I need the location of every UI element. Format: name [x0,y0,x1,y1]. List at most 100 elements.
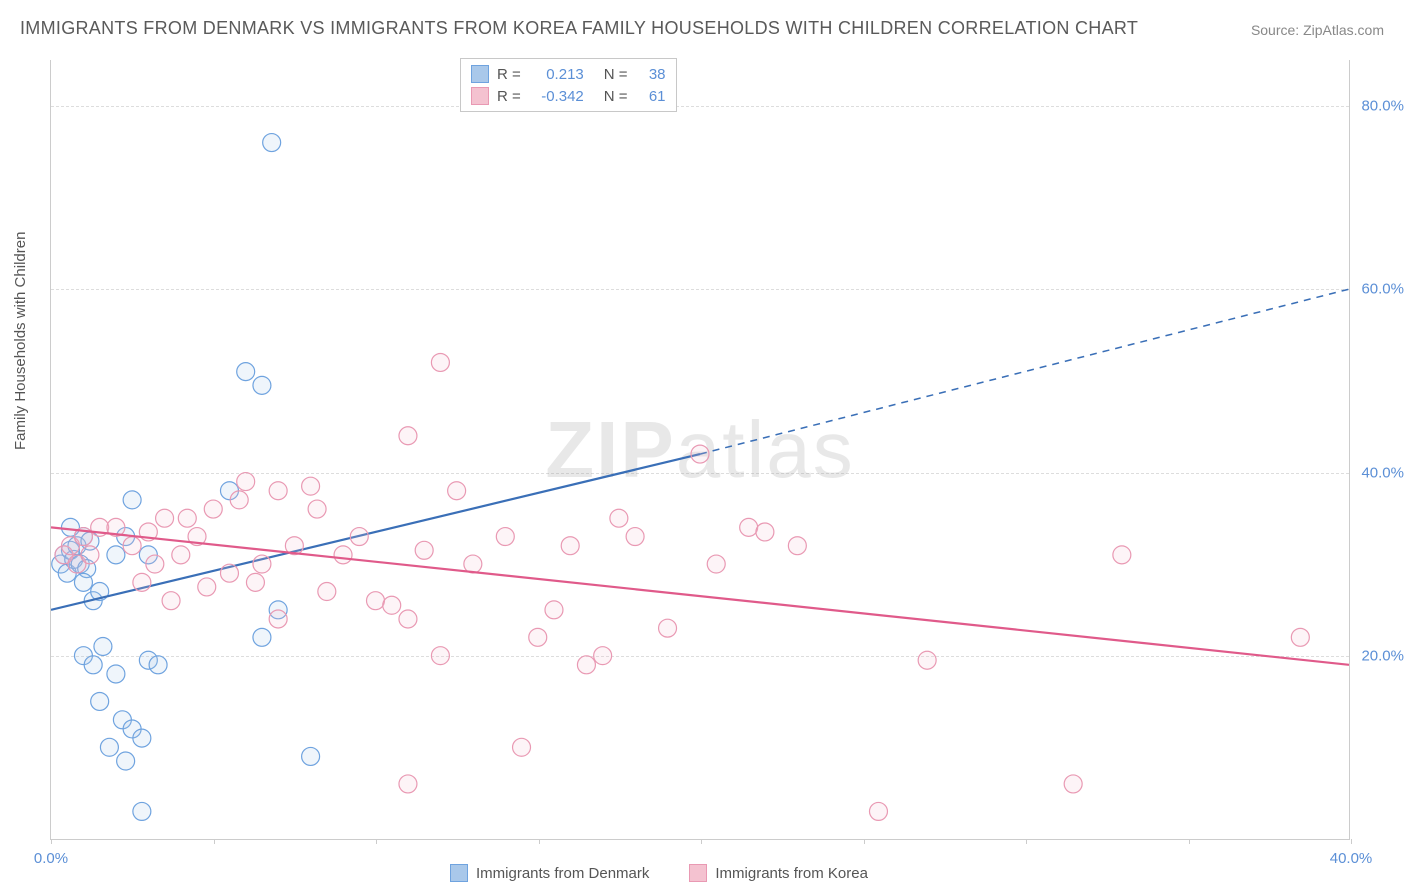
legend-series-label: Immigrants from Denmark [476,865,649,882]
data-point [594,647,612,665]
data-point [302,477,320,495]
data-point [707,555,725,573]
data-point [545,601,563,619]
x-tick [1351,839,1352,844]
legend-r-value: -0.342 [529,88,584,105]
data-point [513,738,531,756]
chart-title: IMMIGRANTS FROM DENMARK VS IMMIGRANTS FR… [20,18,1138,39]
data-point [367,592,385,610]
trend-line [51,527,1349,664]
legend-n-value: 61 [636,88,666,105]
data-point [253,555,271,573]
data-point [133,573,151,591]
x-tick [539,839,540,844]
data-point [94,638,112,656]
data-point [740,518,758,536]
x-tick [864,839,865,844]
data-point [81,546,99,564]
y-tick-label: 20.0% [1361,648,1404,665]
data-point [691,445,709,463]
legend-r-label: R = [497,88,521,105]
plot-area: ZIPatlas 20.0%40.0%60.0%80.0%0.0%40.0% [50,60,1350,840]
data-point [172,546,190,564]
data-point [198,578,216,596]
data-point [178,509,196,527]
data-point [318,583,336,601]
legend-correlation-row: R = 0.213 N = 38 [471,63,666,85]
data-point [237,363,255,381]
data-point [117,752,135,770]
data-point [302,747,320,765]
data-point [334,546,352,564]
data-point [561,537,579,555]
data-point [577,656,595,674]
data-point [529,628,547,646]
data-point [156,509,174,527]
data-point [269,610,287,628]
legend-correlation-row: R = -0.342 N = 61 [471,85,666,107]
data-point [869,802,887,820]
data-point [74,573,92,591]
data-point [1291,628,1309,646]
data-point [84,656,102,674]
x-tick [701,839,702,844]
data-point [237,473,255,491]
data-point [788,537,806,555]
trend-line-extrapolated [700,289,1349,454]
data-point [496,528,514,546]
data-point [253,376,271,394]
y-axis-label: Family Households with Children [12,232,29,450]
data-point [756,523,774,541]
x-tick [214,839,215,844]
y-tick-label: 60.0% [1361,281,1404,298]
legend-correlation-box: R = 0.213 N = 38 R = -0.342 N = 61 [460,58,677,112]
data-point [1113,546,1131,564]
data-point [133,729,151,747]
data-point [220,564,238,582]
data-point [399,775,417,793]
data-point [107,546,125,564]
data-point [146,555,164,573]
source-attribution: Source: ZipAtlas.com [1251,22,1384,38]
data-point [162,592,180,610]
legend-swatch [471,87,489,105]
data-point [133,802,151,820]
data-point [610,509,628,527]
data-point [246,573,264,591]
data-point [448,482,466,500]
y-tick-label: 40.0% [1361,464,1404,481]
data-point [100,738,118,756]
legend-n-label: N = [604,66,628,83]
data-point [123,491,141,509]
data-point [431,353,449,371]
data-point [431,647,449,665]
data-point [1064,775,1082,793]
data-point [399,610,417,628]
data-point [253,628,271,646]
legend-series-item: Immigrants from Korea [689,864,868,882]
legend-swatch [471,65,489,83]
x-tick-label: 0.0% [34,850,68,867]
data-point [350,528,368,546]
legend-series: Immigrants from Denmark Immigrants from … [450,864,868,882]
y-tick-label: 80.0% [1361,97,1404,114]
data-point [230,491,248,509]
data-point [91,692,109,710]
x-tick [376,839,377,844]
data-point [107,665,125,683]
legend-r-label: R = [497,66,521,83]
legend-n-label: N = [604,88,628,105]
data-point [269,482,287,500]
legend-n-value: 38 [636,66,666,83]
legend-series-label: Immigrants from Korea [715,865,868,882]
legend-r-value: 0.213 [529,66,584,83]
chart-svg [51,60,1349,839]
data-point [659,619,677,637]
data-point [399,427,417,445]
x-tick [1189,839,1190,844]
legend-swatch [450,864,468,882]
data-point [383,596,401,614]
data-point [918,651,936,669]
x-tick [1026,839,1027,844]
data-point [204,500,222,518]
